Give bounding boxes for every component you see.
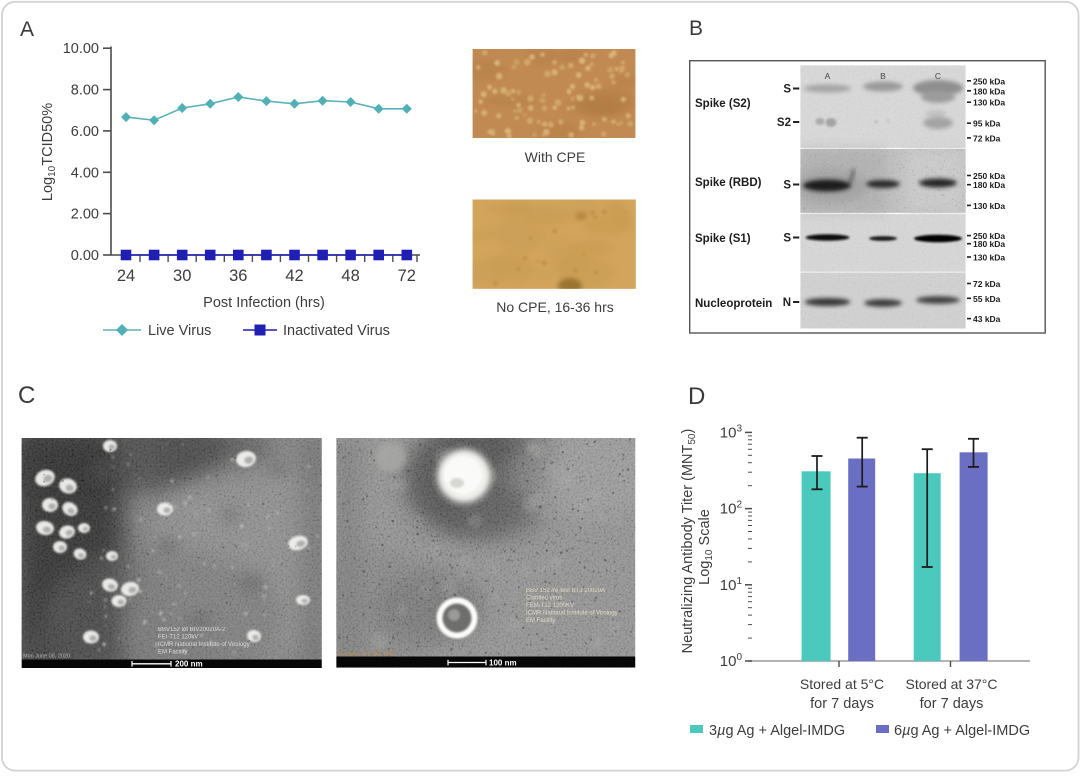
svg-text:48: 48: [341, 267, 359, 285]
svg-text:B: B: [689, 17, 703, 40]
svg-text:B: B: [880, 71, 886, 81]
svg-text:180 kDa: 180 kDa: [973, 86, 1005, 96]
svg-text:C: C: [18, 382, 35, 409]
svg-text:2.00: 2.00: [71, 207, 99, 223]
svg-text:Neutralizing Antibody Titer (M: Neutralizing Antibody Titer (MNT50): [680, 429, 698, 654]
svg-text:24: 24: [117, 267, 135, 285]
svg-text:72 kDa: 72 kDa: [973, 133, 1001, 143]
svg-text:Log10 Scale: Log10 Scale: [697, 509, 715, 585]
svg-text:43 kDa: 43 kDa: [973, 314, 1001, 324]
svg-text:D: D: [688, 383, 705, 410]
svg-text:for 7 days: for 7 days: [920, 696, 984, 712]
svg-text:BBV 152 /re-test BT3 20020A: BBV 152 /re-test BT3 20020A: [526, 588, 605, 594]
svg-text:BBV152 lot BIV20020A-2: BBV152 lot BIV20020A-2: [158, 627, 226, 633]
svg-text:Monday, June 08, 2020: Monday, June 08, 2020: [338, 651, 395, 657]
svg-text:With CPE: With CPE: [525, 149, 586, 165]
svg-text:Log10TCID50%: Log10TCID50%: [40, 103, 58, 201]
svg-text:EM Facility: EM Facility: [526, 618, 555, 624]
svg-text:Spike (S2): Spike (S2): [695, 98, 751, 110]
svg-text:10.00: 10.00: [63, 41, 99, 57]
svg-text:Spike (S1): Spike (S1): [695, 233, 751, 245]
svg-text:42: 42: [285, 267, 303, 285]
svg-text:130 kDa: 130 kDa: [973, 98, 1005, 108]
svg-text:72: 72: [398, 267, 416, 285]
svg-text:S: S: [783, 180, 791, 192]
svg-text:0.00: 0.00: [71, 248, 99, 264]
svg-text:Spike (RBD): Spike (RBD): [695, 177, 762, 189]
svg-text:for 7 days: for 7 days: [810, 696, 874, 712]
svg-text:Mon June 08, 2020: Mon June 08, 2020: [23, 654, 70, 660]
svg-text:8.00: 8.00: [71, 83, 99, 99]
svg-text:130 kDa: 130 kDa: [973, 253, 1005, 263]
svg-text:ICMR National Institute of Vir: ICMR National Institute of Virology: [158, 642, 250, 648]
svg-text:250 kDa: 250 kDa: [973, 76, 1005, 86]
svg-text:Inactivated Virus: Inactivated Virus: [283, 323, 390, 339]
svg-text:ICMR National Institute of Vir: ICMR National Institute of Virology: [526, 611, 618, 617]
svg-text:36: 36: [229, 267, 247, 285]
svg-text:55 kDa: 55 kDa: [973, 294, 1001, 304]
svg-text:FEM-T12 1200KV: FEM-T12 1200KV: [526, 603, 574, 609]
svg-text:180 kDa: 180 kDa: [973, 180, 1005, 190]
svg-text:S: S: [783, 84, 791, 96]
svg-text:4.00: 4.00: [71, 165, 99, 181]
svg-text:S2: S2: [777, 117, 791, 129]
svg-text:95 kDa: 95 kDa: [973, 119, 1001, 129]
svg-text:A: A: [20, 18, 34, 41]
svg-text:No CPE, 16-36 hrs: No CPE, 16-36 hrs: [496, 299, 614, 315]
svg-text:Post Infection (hrs): Post Infection (hrs): [203, 295, 325, 311]
svg-text:FEI-T12 120kV: FEI-T12 120kV: [158, 635, 198, 641]
svg-text:130 kDa: 130 kDa: [973, 201, 1005, 211]
svg-text:250 kDa: 250 kDa: [973, 171, 1005, 181]
svg-text:A: A: [825, 71, 831, 81]
svg-text:Clarified virus: Clarified virus: [526, 596, 562, 602]
svg-text:S: S: [783, 233, 791, 245]
svg-text:3µg Ag + Algel-IMDG: 3µg Ag + Algel-IMDG: [709, 723, 845, 739]
svg-text:Live Virus: Live Virus: [148, 323, 211, 339]
svg-text:6.00: 6.00: [71, 124, 99, 140]
svg-text:EM Facility: EM Facility: [158, 650, 187, 656]
svg-text:Stored at 37°C: Stored at 37°C: [906, 676, 998, 692]
svg-text:Stored at 5°C: Stored at 5°C: [800, 676, 884, 692]
svg-text:C: C: [935, 71, 941, 81]
svg-text:200 nm: 200 nm: [175, 660, 203, 669]
svg-text:6µg Ag + Algel-IMDG: 6µg Ag + Algel-IMDG: [894, 723, 1030, 739]
svg-text:Nucleoprotein: Nucleoprotein: [695, 298, 772, 310]
svg-text:N: N: [783, 297, 791, 309]
svg-text:100 nm: 100 nm: [489, 659, 517, 668]
svg-text:72 kDa: 72 kDa: [973, 279, 1001, 289]
svg-text:30: 30: [173, 267, 191, 285]
svg-text:180 kDa: 180 kDa: [973, 239, 1005, 249]
svg-text:250 kDa: 250 kDa: [973, 231, 1005, 241]
